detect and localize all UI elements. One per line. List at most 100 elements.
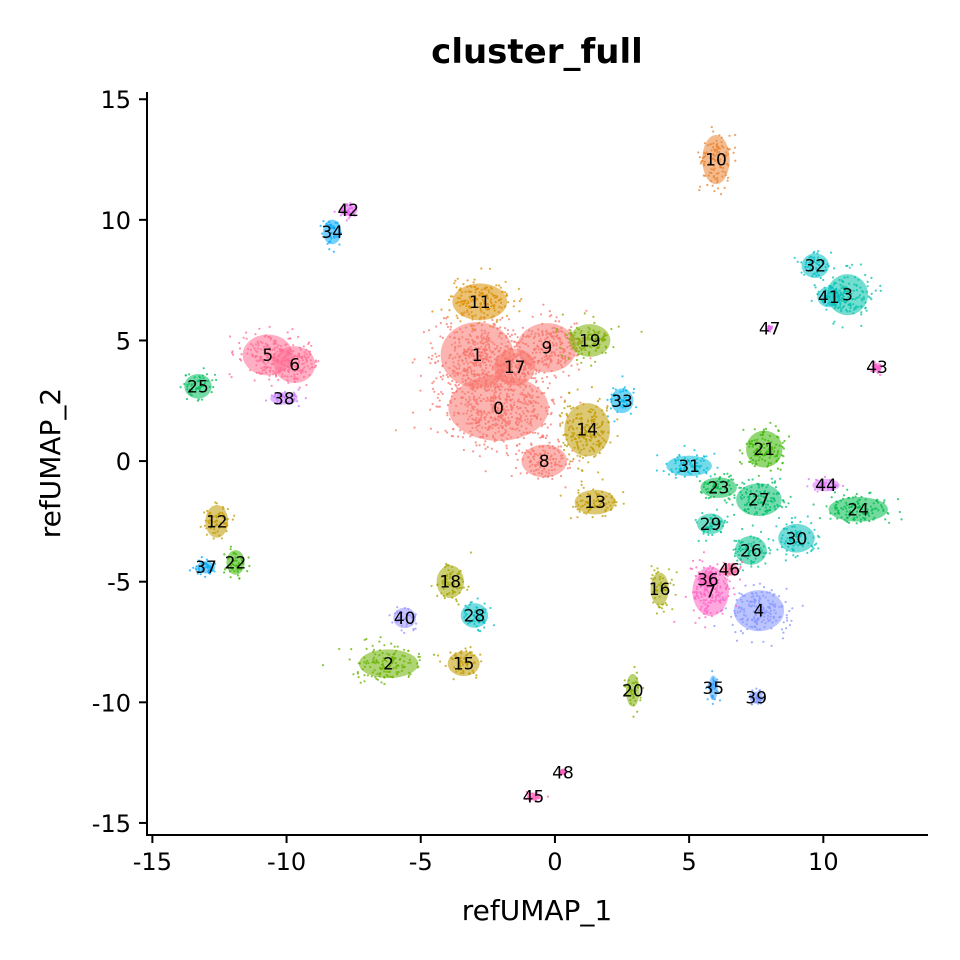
cell-point <box>551 335 554 338</box>
cell-point <box>588 508 591 511</box>
cell-point <box>709 143 712 146</box>
cell-point <box>758 582 762 585</box>
cell-point <box>698 480 702 483</box>
cell-point <box>264 371 268 374</box>
cell-point <box>723 162 726 166</box>
cell-point <box>516 444 519 447</box>
cell-point <box>500 439 503 442</box>
cell-point <box>529 460 532 464</box>
cell-point <box>763 611 766 614</box>
cell-point <box>516 336 519 339</box>
cell-point <box>466 653 469 656</box>
cell-point <box>456 352 459 355</box>
cell-point <box>520 420 523 423</box>
cell-point <box>738 449 742 452</box>
cell-point <box>486 374 489 377</box>
cell-point <box>533 356 536 359</box>
cell-point <box>762 618 765 622</box>
cell-point <box>216 530 219 533</box>
cell-point <box>309 359 312 362</box>
cell-point <box>454 345 457 348</box>
cell-point <box>726 585 729 589</box>
cell-point <box>459 355 462 358</box>
cell-point <box>218 534 221 537</box>
cell-point <box>517 449 521 452</box>
cell-point <box>720 136 723 139</box>
cell-point <box>499 286 502 289</box>
cell-point <box>716 142 719 146</box>
cell-point <box>385 670 388 673</box>
cell-point <box>238 358 242 361</box>
cell-point <box>601 478 604 481</box>
cell-point <box>307 350 310 353</box>
cell-point <box>497 386 500 389</box>
cell-point <box>621 375 624 378</box>
cell-point <box>510 416 514 419</box>
cell-point <box>306 364 309 368</box>
cell-point <box>559 454 563 457</box>
cell-point <box>480 414 483 417</box>
cell-point <box>706 183 709 187</box>
cell-point <box>212 525 215 528</box>
cell-point <box>589 411 592 414</box>
cell-point <box>431 382 434 385</box>
cell-point <box>531 431 535 434</box>
cell-point <box>276 350 279 353</box>
cell-point <box>513 401 516 404</box>
cell-point <box>822 278 825 282</box>
cell-point <box>525 431 529 434</box>
cell-point <box>432 380 435 383</box>
cell-point <box>500 342 503 345</box>
cell-point <box>487 411 490 414</box>
cell-point <box>476 403 479 406</box>
cell-point <box>504 423 507 426</box>
cell-point <box>568 466 572 469</box>
cell-point <box>580 342 583 345</box>
cell-point <box>566 337 569 340</box>
cell-point <box>846 488 849 491</box>
cell-point <box>531 389 534 393</box>
cell-point <box>497 413 500 416</box>
cell-point <box>833 320 836 323</box>
cell-point <box>721 524 725 528</box>
cell-point <box>712 164 716 167</box>
cell-point <box>715 144 718 147</box>
cell-point <box>474 346 477 349</box>
cell-point <box>846 264 849 267</box>
cell-point <box>609 508 613 512</box>
cell-point <box>575 441 578 444</box>
cell-point <box>528 362 531 366</box>
cell-point <box>869 505 873 508</box>
cell-point <box>522 431 526 434</box>
cell-point <box>208 385 211 388</box>
cell-point <box>550 411 553 414</box>
cell-point <box>537 348 540 351</box>
cluster-14-points <box>558 386 619 483</box>
cell-point <box>616 434 619 438</box>
cell-point <box>734 159 737 162</box>
cell-point <box>635 677 639 680</box>
cell-point <box>542 363 545 366</box>
cell-point <box>769 612 772 616</box>
cell-point <box>601 421 604 424</box>
cell-point <box>303 366 306 369</box>
cell-point <box>545 329 548 332</box>
cell-point <box>576 454 579 457</box>
cell-point <box>702 459 705 462</box>
cell-point <box>459 576 462 579</box>
cell-point <box>538 369 541 372</box>
cell-point <box>229 548 232 551</box>
cell-point <box>266 356 269 359</box>
cell-point <box>446 376 450 379</box>
cell-point <box>502 371 505 374</box>
cell-point <box>389 664 392 667</box>
cell-point <box>477 421 480 424</box>
cell-point <box>516 370 519 373</box>
cell-point <box>264 342 267 345</box>
cell-point <box>608 492 611 495</box>
cell-point <box>708 163 711 166</box>
cell-point <box>716 563 719 566</box>
cell-point <box>477 351 480 354</box>
cell-point <box>267 351 270 355</box>
cell-point <box>491 368 494 371</box>
